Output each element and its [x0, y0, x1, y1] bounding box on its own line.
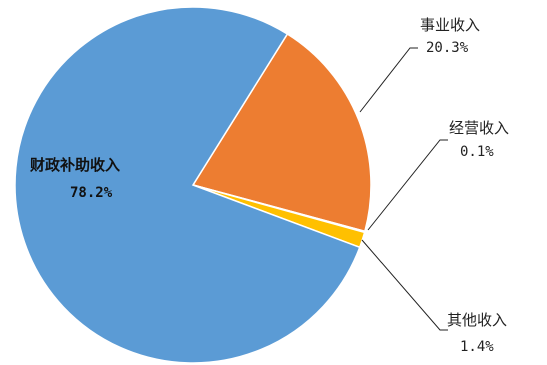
label-caizheng-value: 78.2% [70, 185, 113, 201]
leader-line-jingying [367, 139, 448, 231]
leader-line-shiye [359, 47, 418, 113]
label-caizheng-name: 财政补助收入 [30, 156, 120, 174]
label-qita-name: 其他收入 [447, 311, 507, 329]
label-jingying-name: 经营收入 [449, 119, 509, 137]
label-qita-value: 1.4% [460, 339, 494, 355]
label-shiye-name: 事业收入 [420, 16, 480, 34]
leader-line-qita [361, 239, 448, 331]
pie-slice-3 [14, 6, 361, 364]
label-shiye-value: 20.3% [426, 40, 469, 56]
label-jingying-value: 0.1% [460, 144, 494, 160]
pie-slices [14, 6, 372, 364]
pie-slice-0 [191, 33, 372, 233]
